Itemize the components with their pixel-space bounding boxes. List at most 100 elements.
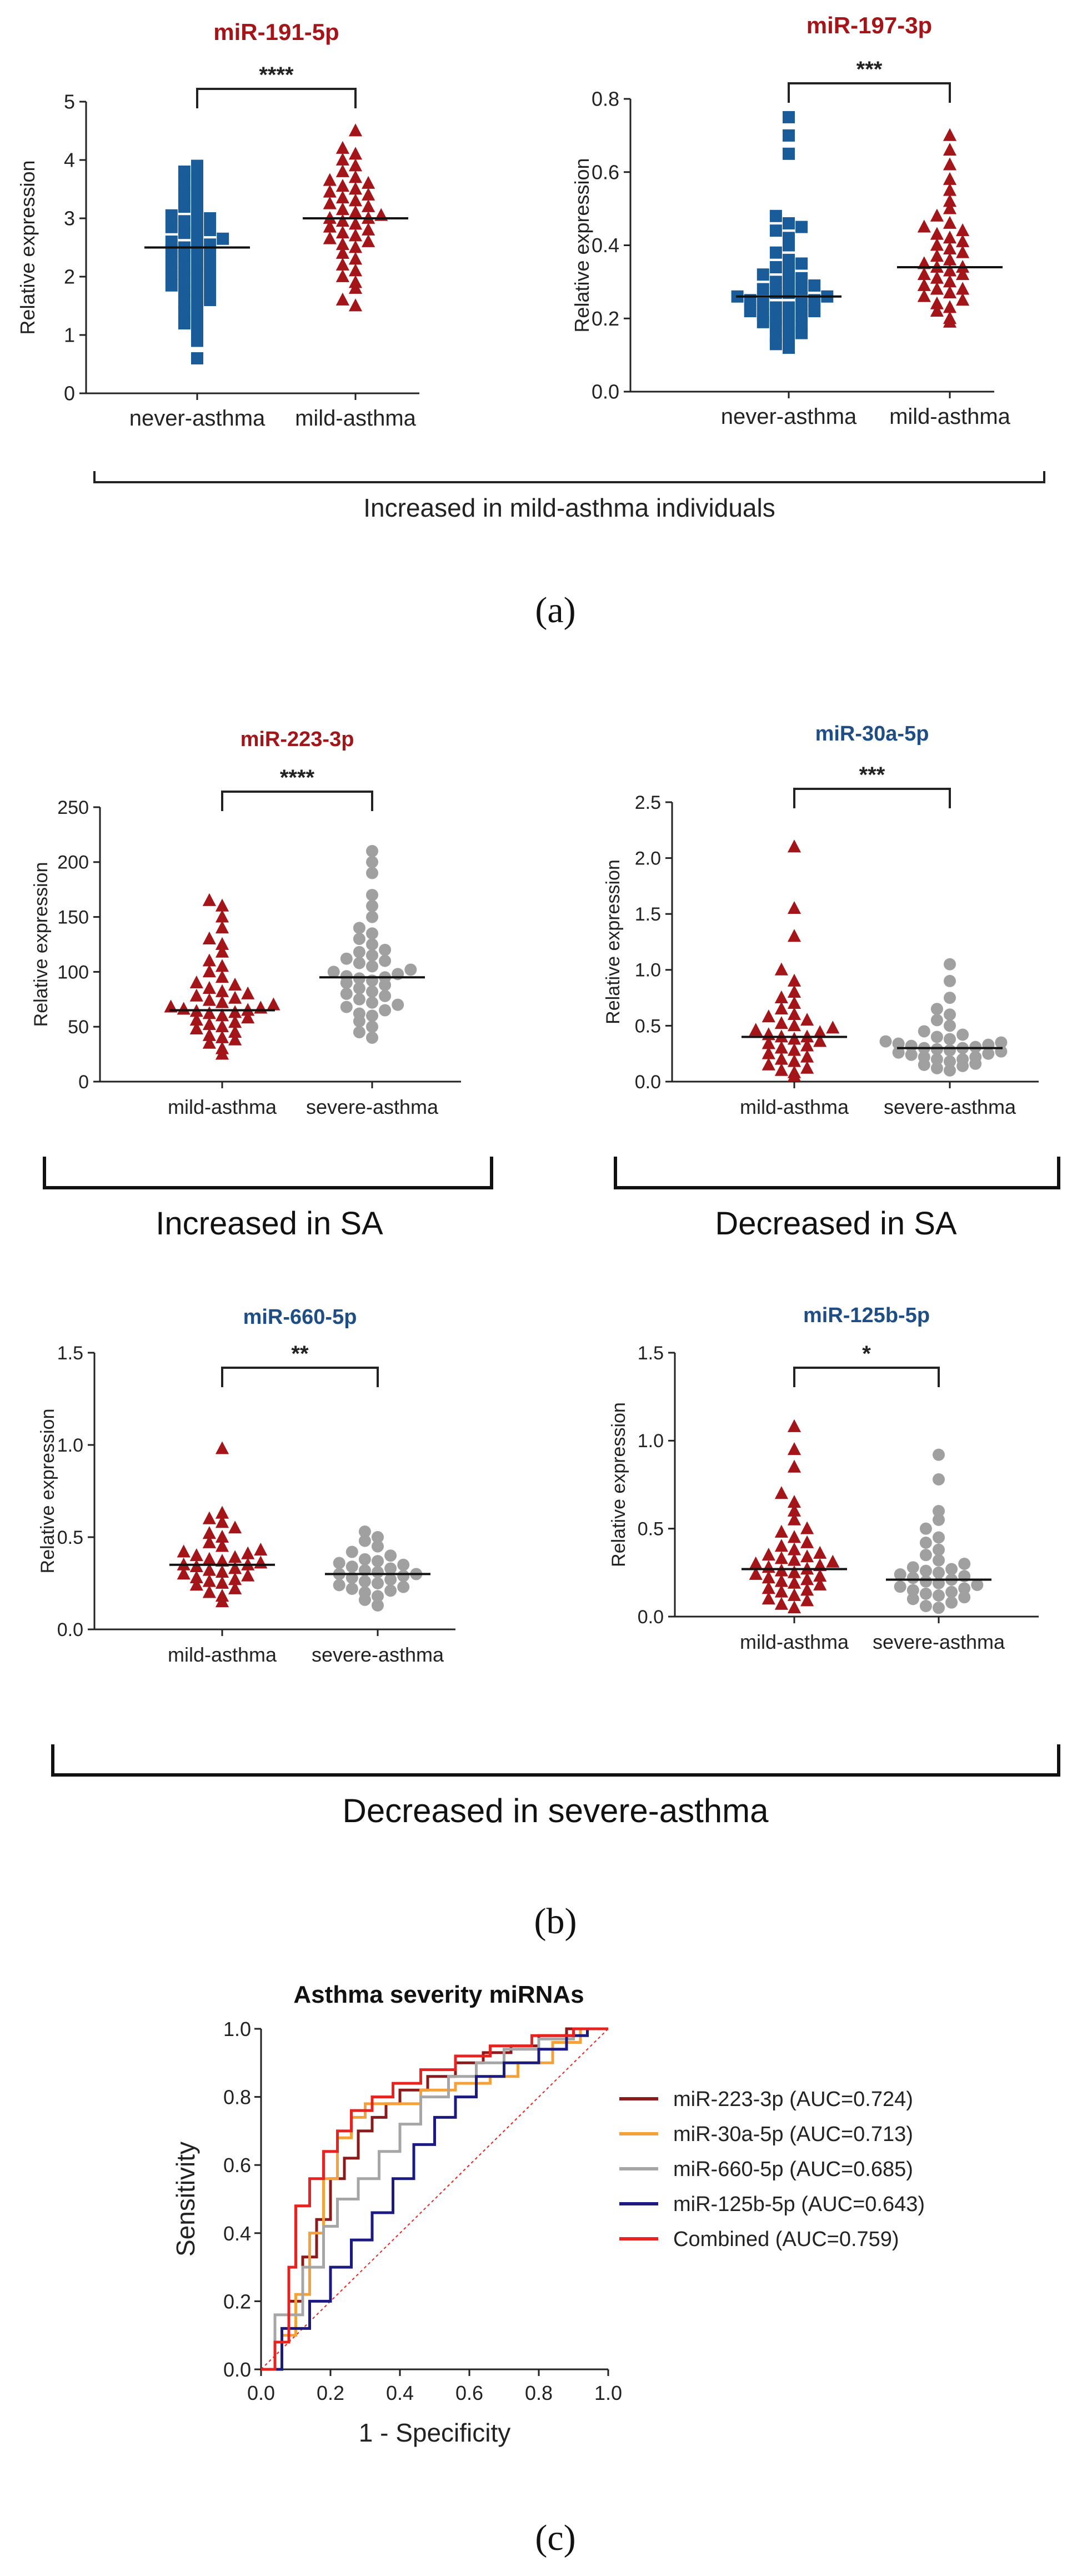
data-point-triangle	[215, 1539, 229, 1552]
data-point-square	[204, 212, 217, 224]
data-point-square	[178, 201, 191, 213]
y-tick-label: 0.8	[592, 88, 619, 111]
y-tick-label: 3	[64, 207, 75, 230]
data-point-square	[808, 305, 821, 318]
data-point-triangle	[228, 1005, 242, 1018]
data-point-triangle	[787, 1065, 802, 1078]
data-point-triangle	[930, 296, 944, 309]
data-point-triangle	[774, 990, 788, 1003]
y-tick-label: 2.0	[635, 848, 661, 869]
data-point-triangle	[177, 1544, 191, 1558]
data-point-triangle	[348, 182, 363, 195]
data-point-square	[191, 229, 203, 242]
data-point-square	[178, 166, 191, 178]
x-tick-label: severe-asthma	[873, 1630, 1005, 1653]
data-point-circle	[366, 911, 378, 923]
data-point-triangle	[762, 1581, 775, 1594]
data-point-triangle	[228, 1550, 242, 1563]
data-point-triangle	[943, 311, 957, 324]
data-point-circle	[944, 1055, 956, 1068]
chart-mir-660-5p: miR-660-5p 0.0 0.5 1.0 1.5 Relative expressio…	[37, 1305, 455, 1666]
data-point-circle	[340, 987, 353, 1000]
data-point-triangle	[189, 975, 203, 989]
data-point-circle	[919, 1587, 932, 1600]
data-point-triangle	[348, 252, 363, 265]
data-point-triangle	[943, 201, 957, 214]
y-tick-label: 4	[64, 149, 75, 172]
data-point-triangle	[215, 898, 229, 912]
data-point-triangle	[762, 1560, 775, 1573]
data-point-square	[783, 129, 795, 142]
data-point-square	[783, 312, 795, 325]
data-point-square	[178, 297, 191, 309]
data-point-circle	[353, 993, 365, 1006]
data-point-triangle	[215, 921, 229, 934]
significance-bracket	[793, 788, 951, 808]
data-point-circle	[366, 845, 378, 858]
panel-b-bracket-bottom	[51, 1744, 1060, 1777]
data-point-triangle	[335, 141, 349, 154]
data-point-circle	[933, 1473, 945, 1485]
data-point-triangle	[348, 170, 363, 183]
panel-b-caption-right: Decreased in SA	[715, 1206, 957, 1242]
data-point-circle	[372, 1566, 384, 1579]
data-point-circle	[945, 1596, 958, 1609]
data-point-square	[191, 299, 203, 312]
data-point-square	[757, 268, 769, 281]
data-point-triangle	[956, 245, 970, 258]
data-point-triangle	[215, 937, 229, 950]
data-point-triangle	[228, 1520, 242, 1534]
data-point-triangle	[202, 1017, 216, 1031]
data-point-circle	[905, 1048, 918, 1061]
data-point-circle	[930, 1003, 943, 1016]
data-point-square	[783, 232, 795, 244]
data-point-square	[204, 259, 217, 271]
data-point-circle	[340, 1001, 353, 1013]
data-point-square	[178, 227, 191, 239]
data-point-triangle	[215, 995, 229, 1008]
data-point-circle	[366, 1031, 378, 1044]
legend-label: miR-223-3p (AUC=0.724)	[673, 2088, 913, 2111]
x-tick-label: never-asthma	[721, 404, 857, 429]
data-point-square	[191, 323, 203, 336]
data-point-triangle	[787, 996, 802, 1009]
data-point-triangle	[956, 267, 970, 281]
data-point-circle	[397, 1558, 410, 1571]
data-point-triangle	[215, 959, 229, 972]
significance-bracket	[221, 791, 373, 811]
data-point-triangle	[202, 1574, 216, 1587]
y-tick-label: 5	[64, 91, 75, 113]
data-point-square	[191, 253, 203, 266]
data-point-triangle	[241, 986, 255, 999]
data-point-triangle	[917, 278, 931, 291]
data-point-circle	[353, 933, 365, 946]
data-point-triangle	[348, 275, 363, 288]
chart-title: miR-191-5p	[213, 19, 339, 45]
data-point-triangle	[749, 1023, 763, 1036]
data-point-square	[191, 206, 203, 219]
data-point-circle	[933, 1566, 945, 1579]
data-point-square	[769, 261, 782, 274]
y-tick-label: 1.0	[223, 2018, 251, 2040]
data-point-circle	[919, 1537, 932, 1549]
data-point-circle	[397, 1580, 410, 1593]
chart-title: miR-125b-5p	[803, 1304, 930, 1327]
data-point-triangle	[335, 237, 349, 251]
data-point-triangle	[215, 1529, 229, 1543]
data-point-triangle	[800, 1535, 814, 1548]
roc-curve-4	[261, 2027, 608, 2371]
data-point-square	[783, 264, 795, 277]
data-point-triangle	[267, 997, 280, 1011]
data-point-circle	[353, 946, 365, 958]
data-point-triangle	[774, 1063, 788, 1076]
data-point-triangle	[774, 962, 788, 976]
data-point-circle	[372, 1599, 384, 1612]
data-point-circle	[372, 1577, 384, 1589]
data-point-circle	[379, 989, 392, 1002]
data-point-square	[204, 238, 217, 251]
data-point-triangle	[943, 274, 957, 288]
data-point-triangle	[943, 285, 957, 299]
data-point-triangle	[362, 199, 375, 212]
x-tick-label: 0.2	[317, 2382, 344, 2404]
data-point-triangle	[228, 1561, 242, 1574]
